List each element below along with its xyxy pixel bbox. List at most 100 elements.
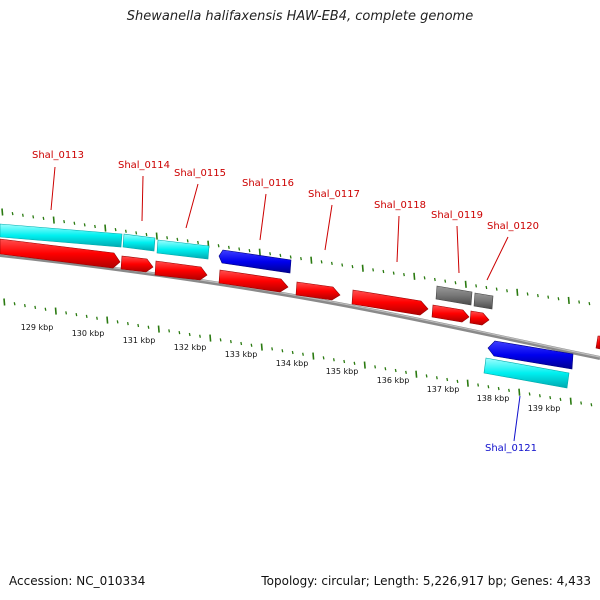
ruler-tick xyxy=(353,361,356,365)
ruler-tick-track xyxy=(3,298,593,407)
gene-label[interactable]: Shal_0119 xyxy=(431,210,483,221)
ruler-tick xyxy=(23,303,26,308)
feature-rna-4[interactable] xyxy=(483,357,570,389)
gene-label[interactable]: Shal_0118 xyxy=(374,200,426,211)
upper-tick xyxy=(330,261,333,266)
upper-tick xyxy=(197,240,199,245)
feature-cds-forward-7[interactable] xyxy=(431,304,470,323)
ruler-tick xyxy=(384,367,387,371)
feature-cds-forward-6[interactable] xyxy=(351,289,429,316)
upper-tick xyxy=(114,228,117,232)
ruler-tick xyxy=(528,392,531,396)
upper-tick xyxy=(155,232,158,240)
feature-rna-1[interactable] xyxy=(0,223,123,248)
ruler-label: 138 kbp xyxy=(477,394,510,403)
ruler-tick xyxy=(229,340,232,344)
upper-tick xyxy=(475,284,478,288)
ruler-tick xyxy=(260,343,263,351)
ruler-label: 137 kbp xyxy=(427,385,460,394)
ruler-tick xyxy=(199,334,201,338)
feature-cds-forward-3[interactable] xyxy=(154,260,208,281)
feature-cds-reverse-2[interactable] xyxy=(487,340,574,370)
ruler-tick xyxy=(363,361,366,369)
upper-tick xyxy=(526,292,529,296)
callout-line xyxy=(185,183,199,229)
genome-summary-text: Topology: circular; Length: 5,226,917 bp… xyxy=(261,574,591,588)
ruler-tick xyxy=(34,305,37,310)
callout-line xyxy=(513,395,521,442)
feature-rna-2[interactable] xyxy=(122,233,156,252)
upper-tick xyxy=(310,256,313,264)
upper-tick xyxy=(578,300,581,304)
ruler-tick xyxy=(168,329,171,333)
feature-cds-forward-8[interactable] xyxy=(469,310,490,326)
ruler-label: 139 kbp xyxy=(528,404,561,413)
ruler-tick xyxy=(137,323,140,328)
feature-cds-reverse-1[interactable] xyxy=(218,249,292,274)
ruler-tick xyxy=(209,334,212,342)
ruler-tick xyxy=(96,316,98,320)
upper-tick xyxy=(567,296,570,304)
upper-tick xyxy=(94,224,96,229)
feature-cds-forward-2[interactable] xyxy=(120,255,154,273)
gene-label[interactable]: Shal_0117 xyxy=(308,189,360,200)
upper-tick xyxy=(372,268,375,272)
feature-cds-forward-1[interactable] xyxy=(0,238,121,269)
upper-tick-track xyxy=(1,208,591,306)
upper-tick xyxy=(124,229,127,233)
upper-tick xyxy=(73,221,76,225)
upper-tick xyxy=(423,276,426,280)
gene-label[interactable]: Shal_0113 xyxy=(32,150,84,161)
ruler-tick xyxy=(425,374,428,378)
ruler-tick xyxy=(518,388,521,396)
ruler-tick xyxy=(157,325,160,333)
upper-tick xyxy=(536,293,539,298)
ruler-label: 134 kbp xyxy=(276,359,309,368)
ruler-tick xyxy=(477,383,480,387)
upper-tick xyxy=(52,216,55,224)
gene-label[interactable]: Shal_0116 xyxy=(242,178,294,189)
page-title: Shewanella halifaxensis HAW-EB4, complet… xyxy=(126,9,474,24)
upper-tick xyxy=(454,281,457,285)
feature-pseudo-2[interactable] xyxy=(473,292,494,310)
ruler-tick xyxy=(271,347,274,351)
upper-tick xyxy=(289,255,292,259)
ruler-label: 130 kbp xyxy=(72,329,105,338)
ruler-tick xyxy=(3,298,6,306)
upper-tick xyxy=(32,215,35,219)
callout-line xyxy=(50,166,56,211)
upper-tick xyxy=(433,277,436,282)
ruler-label: 135 kbp xyxy=(326,367,359,376)
upper-tick xyxy=(21,213,24,217)
upper-tick xyxy=(495,287,498,291)
upper-tick xyxy=(413,272,416,280)
upper-tick xyxy=(83,223,86,227)
callout-line xyxy=(486,236,509,281)
ruler-tick xyxy=(219,338,222,342)
reverse-feature-track xyxy=(483,340,574,389)
upper-tick xyxy=(506,289,508,293)
feature-cds-forward-9[interactable] xyxy=(595,335,600,350)
upper-tick xyxy=(11,211,14,216)
gene-label[interactable]: Shal_0115 xyxy=(174,168,226,179)
feature-pseudo-1[interactable] xyxy=(435,285,473,306)
ruler-tick xyxy=(466,379,469,387)
ruler-tick xyxy=(374,365,377,369)
gene-label[interactable]: Shal_0121 xyxy=(485,443,537,454)
gene-label[interactable]: Shal_0114 xyxy=(118,160,170,171)
ruler-label: 129 kbp xyxy=(21,323,54,332)
gene-label[interactable]: Shal_0120 xyxy=(487,221,539,232)
feature-cds-forward-5[interactable] xyxy=(295,281,341,301)
ruler-tick xyxy=(508,388,510,392)
ruler-tick xyxy=(13,302,16,306)
feature-cds-forward-4[interactable] xyxy=(218,269,289,293)
ruler-tick xyxy=(178,331,181,335)
ruler-tick xyxy=(322,356,325,360)
ruler-tick xyxy=(590,403,593,407)
upper-tick xyxy=(300,256,302,261)
ruler-tick xyxy=(394,368,397,373)
upper-tick xyxy=(279,253,282,258)
upper-tick xyxy=(176,237,179,241)
feature-rna-3[interactable] xyxy=(156,239,210,260)
